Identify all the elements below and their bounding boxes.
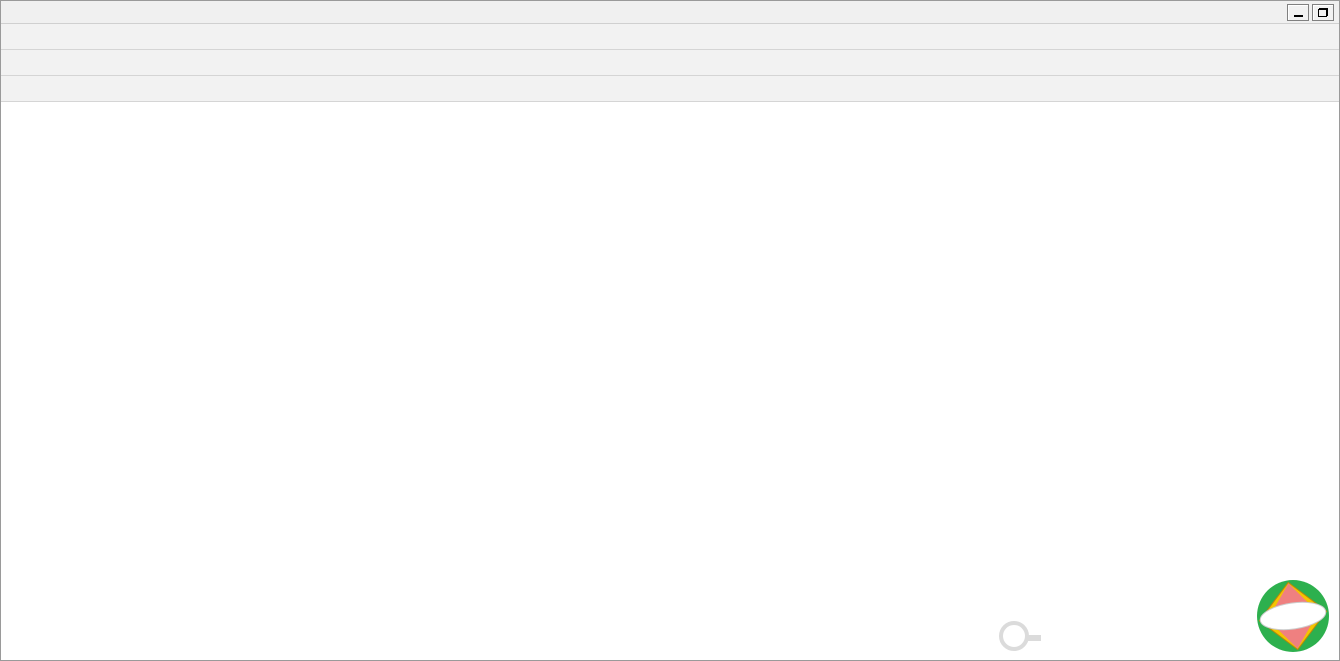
toolbar-main [1, 24, 1339, 50]
menu-bar [1, 1, 1339, 24]
minimize-button[interactable] [1287, 3, 1309, 21]
minimize-icon [1293, 14, 1303, 17]
toolbar-drawing [1, 76, 1339, 102]
restore-icon [1318, 7, 1328, 17]
window-controls [1287, 3, 1339, 21]
toolbar-tools [1, 50, 1339, 76]
kline-chart-canvas[interactable] [1, 102, 1340, 661]
restore-button[interactable] [1312, 3, 1334, 21]
